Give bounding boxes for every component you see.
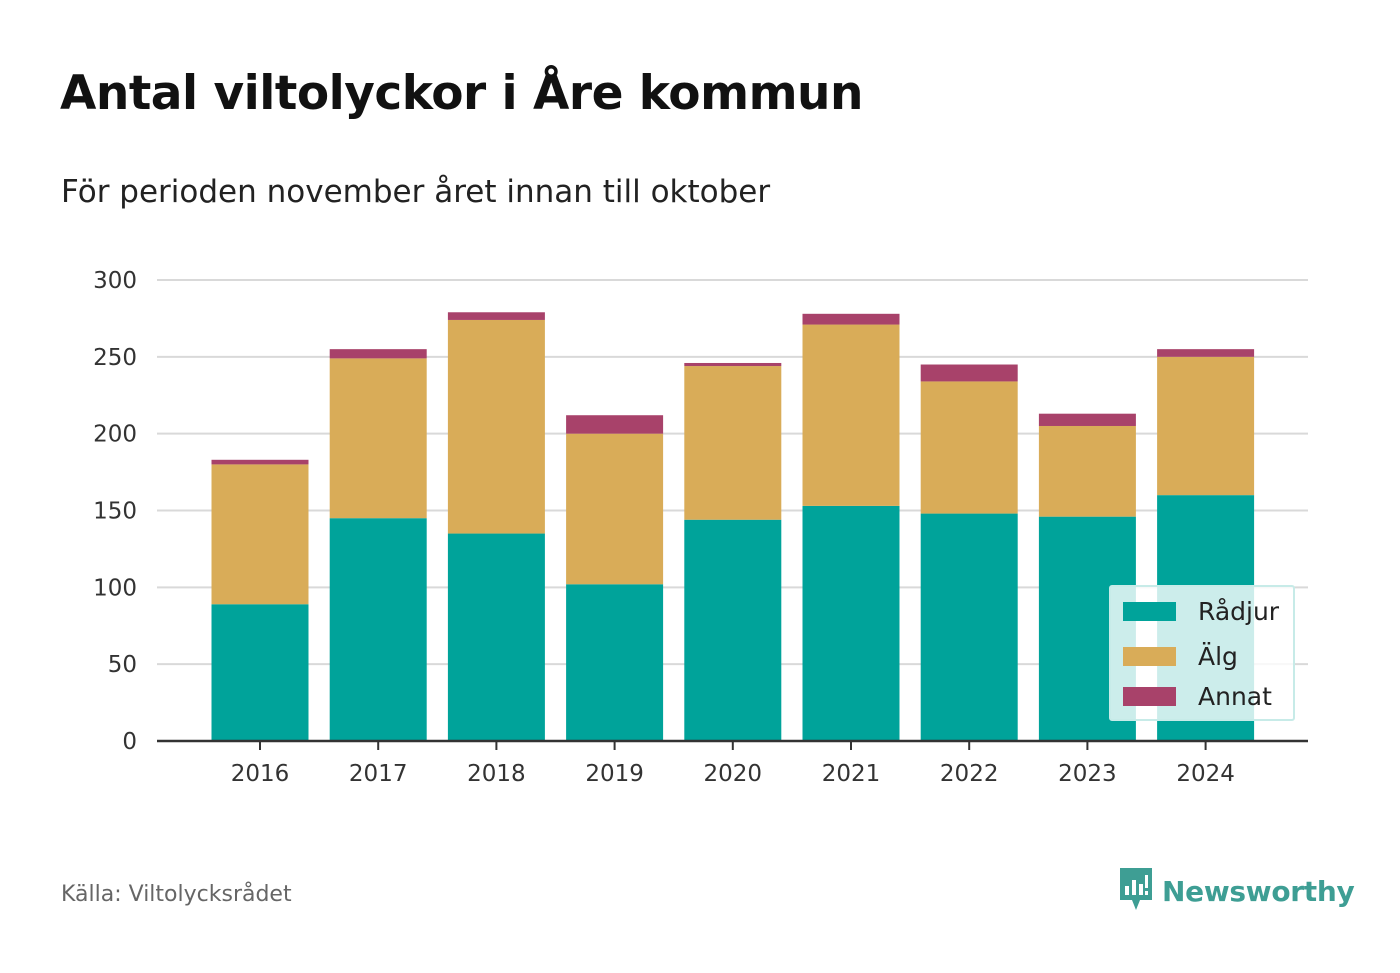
legend-label-annat: Annat bbox=[1198, 681, 1272, 711]
bar-radjur-2017 bbox=[329, 518, 427, 741]
y-tick-label: 100 bbox=[93, 575, 137, 601]
legend-swatch-alg bbox=[1123, 646, 1176, 666]
bar-radjur-2016 bbox=[211, 604, 309, 741]
x-tick-label: 2023 bbox=[1058, 761, 1117, 787]
bar-annat-2016 bbox=[211, 459, 309, 465]
x-tick-label: 2018 bbox=[467, 761, 526, 787]
bar-annat-2017 bbox=[329, 349, 427, 359]
legend-label-alg: Älg bbox=[1198, 641, 1238, 671]
x-tick-label: 2017 bbox=[349, 761, 408, 787]
bar-alg-2016 bbox=[211, 464, 309, 605]
x-tick-label: 2021 bbox=[822, 761, 881, 787]
bar-alg-2018 bbox=[447, 319, 545, 534]
bar-alg-2020 bbox=[684, 366, 782, 520]
brand-name: Newsworthy bbox=[1162, 874, 1355, 908]
bar-alg-2017 bbox=[329, 358, 427, 519]
legend-label-radjur: Rådjur bbox=[1198, 596, 1280, 626]
y-tick-label: 150 bbox=[93, 499, 137, 525]
bar-radjur-2022 bbox=[920, 513, 1018, 741]
bar-annat-2022 bbox=[920, 364, 1018, 382]
bar-radjur-2020 bbox=[684, 519, 782, 741]
x-tick-label: 2024 bbox=[1176, 761, 1235, 787]
bar-annat-2023 bbox=[1038, 413, 1136, 426]
chart-subtitle: För perioden november året innan till ok… bbox=[61, 174, 771, 210]
bar-alg-2023 bbox=[1038, 425, 1136, 517]
bar-annat-2024 bbox=[1157, 349, 1255, 357]
chart-title: Antal viltolyckor i Åre kommun bbox=[60, 66, 863, 121]
bar-annat-2020 bbox=[684, 362, 782, 367]
y-tick-label: 250 bbox=[93, 345, 137, 371]
legend-swatch-radjur bbox=[1123, 601, 1176, 621]
x-tick-label: 2019 bbox=[585, 761, 644, 787]
bar-radjur-2018 bbox=[447, 533, 545, 741]
bar-alg-2024 bbox=[1157, 356, 1255, 496]
bar-radjur-2019 bbox=[566, 584, 664, 741]
bar-radjur-2021 bbox=[802, 505, 900, 741]
y-tick-labels: 0 50 100 150 200 250 300 bbox=[93, 268, 137, 755]
y-tick-label: 200 bbox=[93, 422, 137, 448]
legend-swatch-annat bbox=[1123, 686, 1176, 706]
y-tick-label: 0 bbox=[122, 729, 137, 755]
bar-annat-2019 bbox=[566, 415, 664, 434]
x-tick-label: 2020 bbox=[704, 761, 763, 787]
bar-alg-2022 bbox=[920, 381, 1018, 514]
legend-item-alg: Älg bbox=[1123, 641, 1238, 671]
legend-item-annat: Annat bbox=[1123, 681, 1272, 711]
bar-alg-2021 bbox=[802, 324, 900, 506]
bar-annat-2021 bbox=[802, 313, 900, 325]
legend-item-radjur: Rådjur bbox=[1123, 596, 1279, 626]
bar-annat-2018 bbox=[447, 312, 545, 320]
bars bbox=[211, 312, 1255, 741]
newsworthy-logo-icon bbox=[1118, 866, 1154, 916]
y-tick-label: 300 bbox=[93, 268, 137, 294]
x-tick-label: 2022 bbox=[940, 761, 999, 787]
x-tick-labels: 2016 2017 2018 2019 2020 2021 2022 2023 2024 bbox=[231, 741, 1235, 787]
y-tick-label: 50 bbox=[108, 652, 137, 678]
bar-alg-2019 bbox=[566, 433, 664, 585]
brand-logo[interactable]: Newsworthy bbox=[1118, 866, 1355, 916]
x-tick-label: 2016 bbox=[231, 761, 290, 787]
source-note: Källa: Viltolycksrådet bbox=[61, 882, 292, 907]
legend: Rådjur Älg Annat bbox=[1109, 585, 1295, 721]
